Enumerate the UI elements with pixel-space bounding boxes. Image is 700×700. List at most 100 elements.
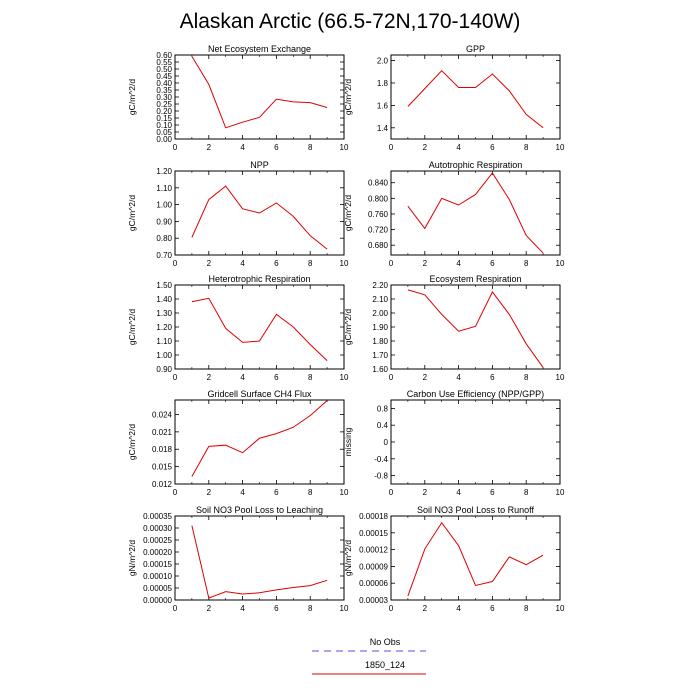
y-tick-label: 0.00035: [143, 512, 172, 521]
x-tick-label: 10: [340, 373, 349, 382]
y-axis-label: gN/m^2/d: [343, 540, 353, 576]
y-axis-label: gC/m^2/d: [127, 424, 137, 460]
panel-title: Ecosystem Respiration: [429, 274, 521, 284]
y-tick-label: 0.00015: [143, 560, 172, 569]
panel-3: NPP 0 2 4 6 8 10 0.70 0.80 0.90 1.00 1.10 1.20 gC/m^2…: [127, 160, 349, 268]
figure-title: Alaskan Arctic (66.5-72N,170-140W): [180, 10, 521, 33]
x-tick-label: 2: [207, 373, 212, 382]
series-line-1: [407, 521, 544, 597]
y-axis-label: gC/m^2/d: [343, 195, 353, 231]
x-tick-label: 8: [308, 373, 313, 382]
y-tick-label: 0.00015: [359, 529, 388, 538]
y-tick-label: 0.024: [152, 410, 173, 419]
y-tick-label: 0.8: [377, 404, 389, 413]
x-tick-label: 10: [556, 259, 565, 268]
y-tick-label: 1.50: [156, 281, 172, 290]
y-tick-label: 0.05: [156, 128, 172, 137]
y-tick-label: 1.30: [156, 309, 172, 318]
y-tick-label: 0.45: [156, 72, 172, 81]
y-tick-label: 0.55: [156, 58, 172, 67]
y-tick-label: 0.50: [156, 65, 172, 74]
y-tick-label: 0.60: [156, 51, 172, 60]
panel-9: Soil NO3 Pool Loss to Leaching 0 2 4 6 8 10 0.0…: [127, 505, 349, 613]
panel-8: Carbon Use Efficiency (NPP/GPP) 0 2 4 6 8 10 -0…: [343, 389, 565, 497]
x-tick-label: 0: [389, 373, 394, 382]
y-tick-label: 0.80: [156, 234, 172, 243]
plot-frame: [174, 515, 345, 601]
x-tick-label: 4: [456, 604, 461, 613]
y-tick-label: 0.760: [368, 210, 389, 219]
x-tick-label: 10: [556, 604, 565, 613]
y-axis-label: gC/m^2/d: [127, 309, 137, 345]
panel-title: Gridcell Surface CH4 Flux: [207, 389, 312, 399]
y-tick-label: 0.720: [368, 226, 389, 235]
y-tick-label: -0.4: [374, 455, 388, 464]
x-tick-label: 6: [274, 373, 279, 382]
y-axis-label: gN/m^2/d: [127, 540, 137, 576]
y-tick-label: 0.4: [377, 421, 389, 430]
x-tick-label: 0: [173, 259, 178, 268]
x-tick-label: 4: [456, 488, 461, 497]
y-tick-label: 1.70: [372, 351, 388, 360]
x-tick-label: 4: [456, 259, 461, 268]
x-tick-label: 8: [308, 488, 313, 497]
y-tick-label: 1.20: [156, 167, 172, 176]
series-line-1: [191, 56, 328, 129]
x-tick-label: 6: [274, 604, 279, 613]
panel-6: Ecosystem Respiration 0 2 4 6 8 10 1.60 1.70 1.80…: [343, 274, 565, 382]
y-tick-label: 0.00030: [143, 524, 172, 533]
y-tick-label: 1.90: [372, 323, 388, 332]
y-axis-label: gC/m^2/d: [343, 309, 353, 345]
y-tick-label: 0.00012: [359, 546, 388, 555]
x-tick-label: 4: [456, 373, 461, 382]
x-tick-label: 6: [490, 143, 495, 152]
y-tick-label: 1.00: [156, 201, 172, 210]
x-tick-label: 6: [274, 143, 279, 152]
y-axis-label: gC/m^2/d: [127, 195, 137, 231]
y-tick-label: 1.10: [156, 184, 172, 193]
y-tick-label: 0.840: [368, 179, 389, 188]
series-line-1: [191, 185, 328, 250]
x-tick-label: 2: [207, 488, 212, 497]
y-tick-label: 0.15: [156, 114, 172, 123]
y-tick-label: 2.00: [372, 309, 388, 318]
x-tick-label: 10: [556, 373, 565, 382]
x-tick-label: 6: [490, 604, 495, 613]
x-tick-label: 4: [456, 143, 461, 152]
x-tick-label: 0: [389, 259, 394, 268]
x-tick-label: 8: [524, 259, 529, 268]
panel-title: Carbon Use Efficiency (NPP/GPP): [407, 389, 544, 399]
x-tick-label: 8: [308, 259, 313, 268]
x-tick-label: 8: [524, 143, 529, 152]
y-tick-label: 0.00000: [143, 596, 172, 605]
series-line-1: [407, 69, 544, 129]
x-tick-label: 10: [340, 259, 349, 268]
y-tick-label: 1.60: [372, 365, 388, 374]
y-axis-label: missing: [343, 427, 353, 456]
y-tick-label: 0.40: [156, 79, 172, 88]
x-tick-label: 8: [308, 604, 313, 613]
y-tick-label: 0.015: [152, 463, 173, 472]
y-tick-label: 1.40: [156, 295, 172, 304]
panel-title: Soil NO3 Pool Loss to Runoff: [417, 505, 534, 515]
x-tick-label: 10: [340, 143, 349, 152]
x-tick-label: 0: [173, 488, 178, 497]
x-tick-label: 8: [524, 488, 529, 497]
y-tick-label: -0.8: [374, 472, 388, 481]
x-tick-label: 10: [556, 488, 565, 497]
x-tick-label: 8: [308, 143, 313, 152]
plot-frame: [390, 515, 561, 601]
x-tick-label: 4: [240, 143, 245, 152]
y-tick-label: 0.021: [152, 428, 173, 437]
x-tick-label: 10: [340, 488, 349, 497]
y-tick-label: 0.70: [156, 251, 172, 260]
x-tick-label: 2: [207, 604, 212, 613]
x-tick-label: 8: [524, 604, 529, 613]
y-tick-label: 1.20: [156, 323, 172, 332]
x-tick-label: 0: [173, 143, 178, 152]
panel-4: Autotrophic Respiration 0 2 4 6 8 10 0.680 0.720…: [343, 160, 565, 268]
x-tick-label: 10: [340, 604, 349, 613]
y-tick-label: 2.10: [372, 295, 388, 304]
